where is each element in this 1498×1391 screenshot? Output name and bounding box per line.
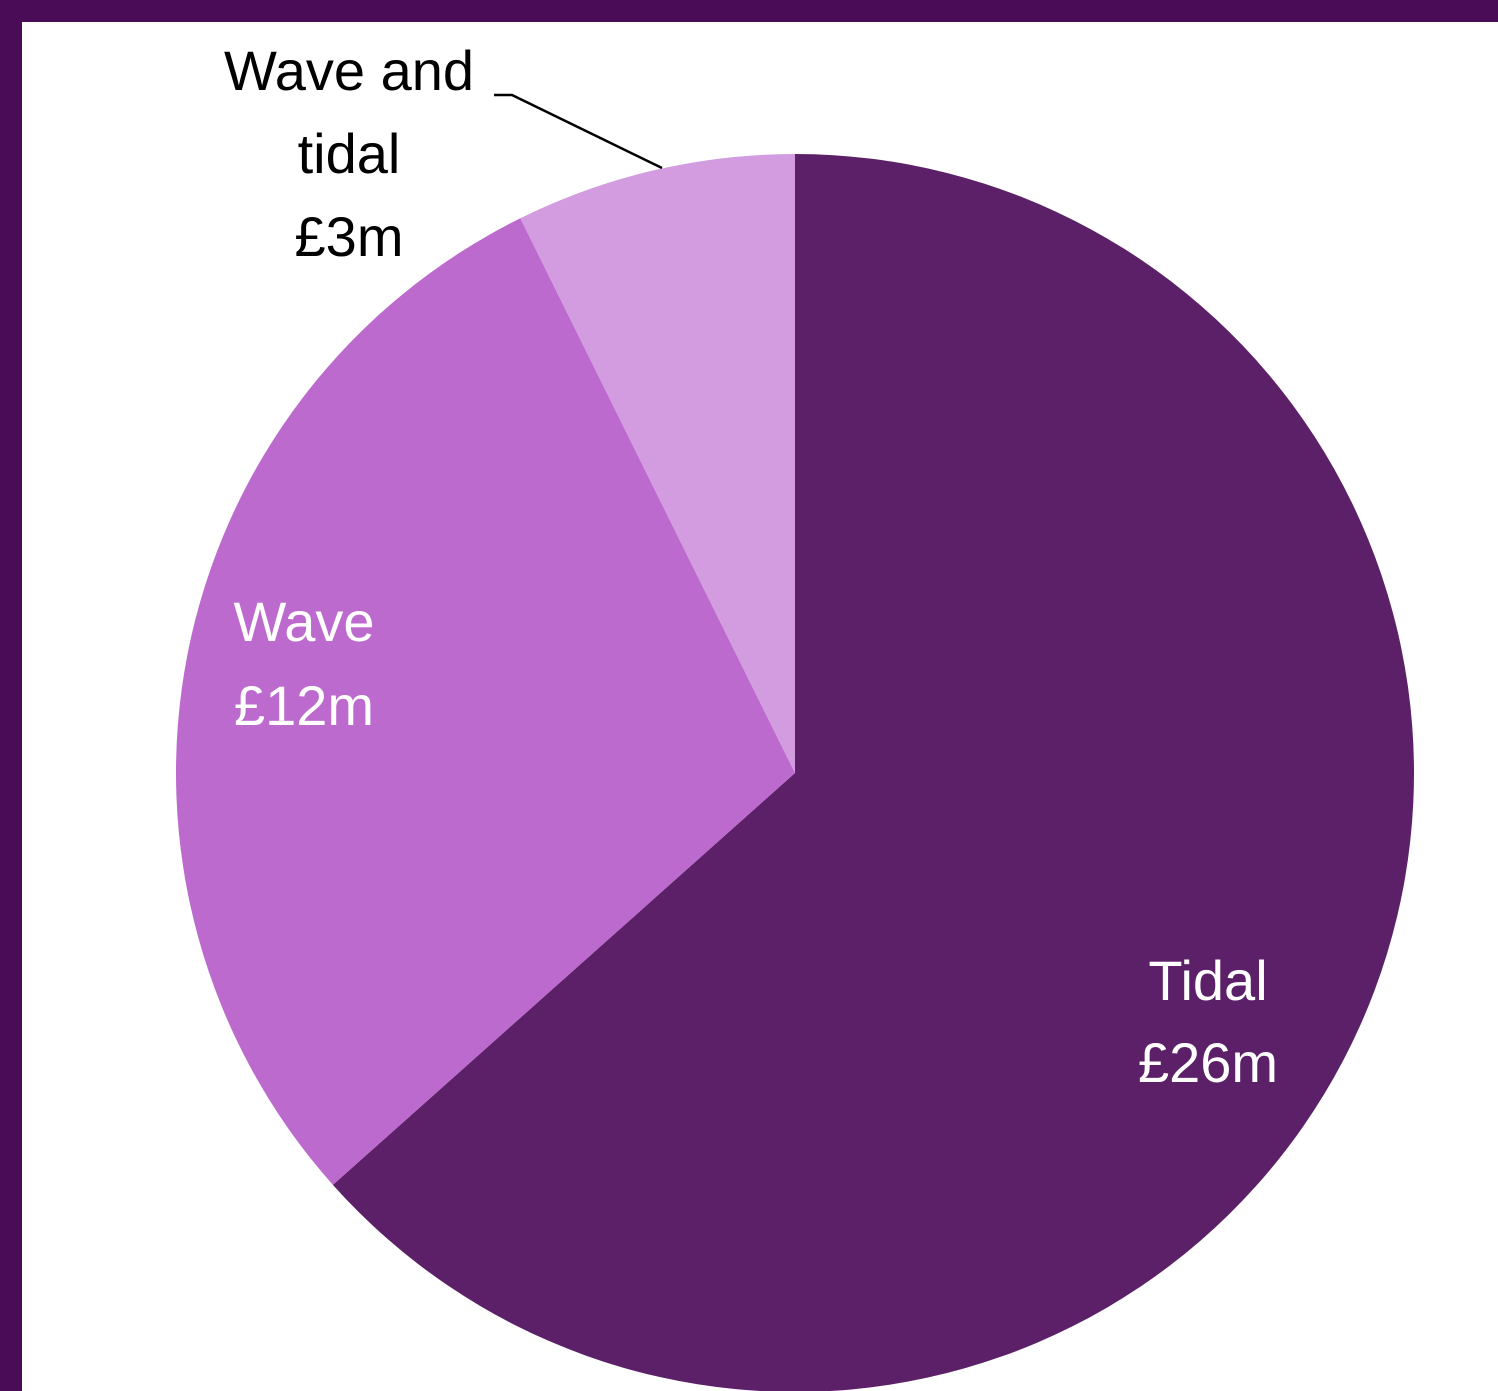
slice-label-wave: Wave [233, 590, 374, 653]
slice-label-tidal: Tidal [1148, 949, 1267, 1012]
slice-label-wave-and-tidal-line2: tidal [298, 122, 401, 185]
slice-value-wave: £12m [234, 674, 374, 737]
pie-slice-tidal [332, 154, 1414, 1391]
slice-value-tidal: £26m [1138, 1031, 1278, 1094]
pie-slice-wave [176, 218, 796, 1185]
pie-slice-wave-and-tidal [520, 154, 795, 773]
slice-value-wave-and-tidal: £3m [295, 205, 404, 268]
slice-label-wave-and-tidal-line1: Wave and [224, 39, 474, 102]
leader-line-wave-and-tidal [494, 93, 663, 170]
